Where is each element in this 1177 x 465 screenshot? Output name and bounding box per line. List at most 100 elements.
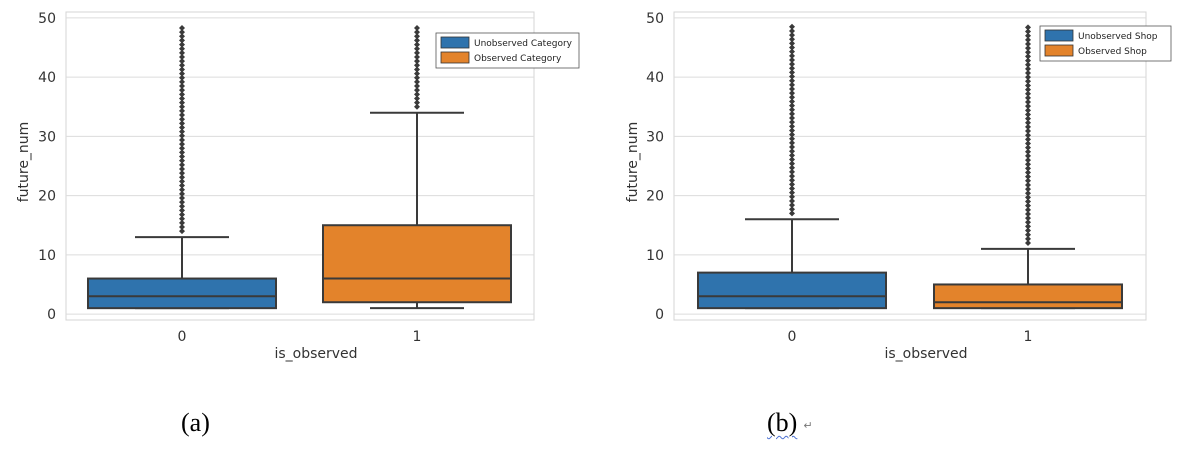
flier-point — [1025, 132, 1031, 139]
flier-point — [789, 102, 795, 109]
flier-point — [1025, 152, 1031, 159]
flier-point — [414, 78, 420, 85]
flier-point — [179, 62, 185, 69]
flier-point — [179, 153, 185, 160]
flier-point — [1025, 215, 1031, 222]
flier-point — [789, 52, 795, 59]
y-axis-label: future_num — [16, 122, 32, 203]
flier-point — [789, 144, 795, 151]
flier-point — [789, 81, 795, 88]
flier-point — [789, 152, 795, 159]
flier-point — [789, 106, 795, 113]
box-iqr — [87, 277, 277, 310]
box-1 — [322, 24, 512, 310]
flier-point — [1025, 115, 1031, 122]
flier-point — [789, 73, 795, 80]
flier-point — [1025, 136, 1031, 143]
box-0 — [697, 23, 887, 310]
flier-point — [789, 32, 795, 39]
flier-point — [1025, 40, 1031, 47]
flier-point — [789, 27, 795, 34]
box-0 — [87, 24, 277, 310]
flier-point — [1025, 169, 1031, 176]
flier-point — [1025, 61, 1031, 68]
return-mark-icon: ↵ — [803, 418, 813, 432]
flier-point — [789, 119, 795, 126]
legend-label: Observed Category — [474, 54, 562, 64]
flier-point — [1025, 219, 1031, 226]
flier-point — [789, 131, 795, 138]
flier-point — [1025, 90, 1031, 97]
flier-point — [789, 77, 795, 84]
flier-point — [1025, 165, 1031, 172]
flier-point — [789, 56, 795, 63]
flier-point — [179, 116, 185, 123]
flier-point — [1025, 181, 1031, 188]
flier-point — [789, 94, 795, 101]
flier-point — [789, 210, 795, 217]
x-tick-label: 0 — [788, 329, 797, 345]
chart-panel-b: 0 10 20 30 40 50 future_num 0 1 is_observed Unobse… — [625, 11, 1172, 362]
flier-point — [179, 211, 185, 218]
flier-point — [1025, 227, 1031, 234]
flier-point — [789, 173, 795, 180]
flier-point — [1025, 119, 1031, 126]
flier-point — [414, 95, 420, 102]
y-tick-label: 30 — [646, 129, 664, 145]
flier-point — [1025, 223, 1031, 230]
y-tick-label: 0 — [655, 307, 664, 323]
flier-point — [179, 33, 185, 40]
flier-point — [414, 91, 420, 98]
flier-point — [414, 24, 420, 31]
flier-point — [179, 112, 185, 119]
legend-label: Observed Shop — [1078, 47, 1147, 57]
flier-point — [1025, 28, 1031, 35]
flier-point — [1025, 94, 1031, 101]
flier-point — [1025, 36, 1031, 43]
flier-point — [179, 174, 185, 181]
flier-point — [789, 185, 795, 192]
flier-point — [1025, 45, 1031, 52]
y-tick-label: 50 — [646, 11, 664, 27]
flier-point — [789, 202, 795, 209]
x-tick-label: 0 — [178, 329, 187, 345]
x-axis-label: is_observed — [884, 346, 967, 362]
legend-label: Unobserved Category — [474, 39, 573, 49]
flier-point — [414, 41, 420, 48]
flier-point — [179, 170, 185, 177]
y-tick-label: 20 — [38, 189, 56, 205]
flier-point — [1025, 140, 1031, 147]
flier-point — [789, 98, 795, 105]
flier-point — [1025, 49, 1031, 56]
panel-caption-b-text: (b) — [767, 408, 798, 437]
y-tick-label: 10 — [646, 248, 664, 264]
flier-point — [1025, 70, 1031, 77]
flier-point — [789, 181, 795, 188]
y-axis-label: future_num — [625, 122, 641, 203]
flier-point — [179, 24, 185, 31]
chart-panel-a: 0 10 20 30 40 50 future_num 0 1 is_observed Unobse… — [16, 11, 580, 362]
flier-point — [179, 128, 185, 135]
flier-point — [414, 49, 420, 56]
flier-point — [1025, 198, 1031, 205]
flier-point — [1025, 173, 1031, 180]
flier-point — [789, 127, 795, 134]
flier-point — [789, 90, 795, 97]
flier-point — [179, 45, 185, 52]
flier-point — [179, 136, 185, 143]
flier-point — [414, 99, 420, 106]
flier-point — [789, 139, 795, 146]
flier-point — [179, 165, 185, 172]
flier-point — [179, 157, 185, 164]
x-tick-label: 1 — [1024, 329, 1033, 345]
flier-point — [789, 61, 795, 68]
flier-point — [179, 145, 185, 152]
y-tick-label: 30 — [38, 129, 56, 145]
flier-point — [1025, 65, 1031, 72]
flier-point — [1025, 240, 1031, 246]
y-tick-label: 10 — [38, 248, 56, 264]
flier-point — [1025, 78, 1031, 85]
y-tick-label: 20 — [646, 189, 664, 205]
flier-point — [789, 36, 795, 43]
